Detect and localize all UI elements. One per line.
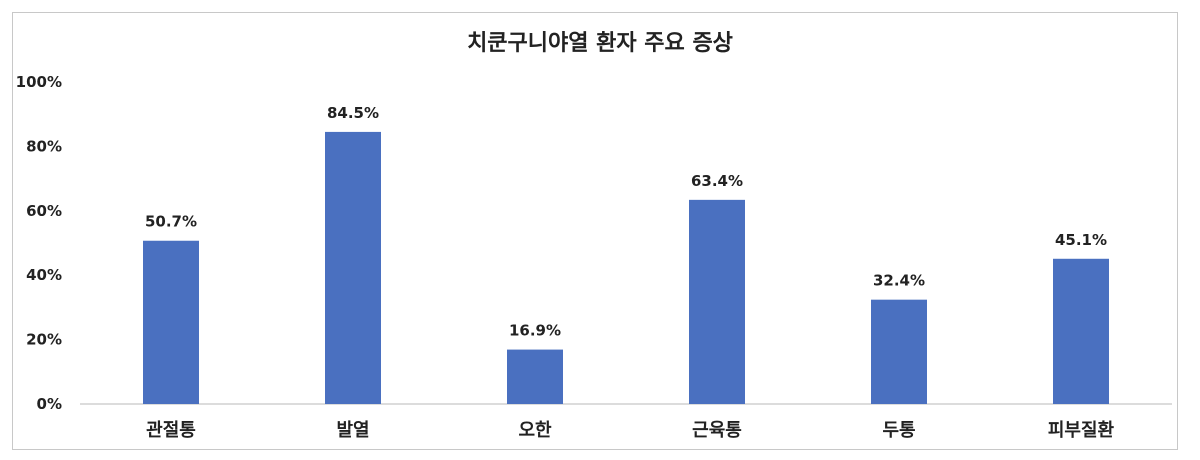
x-category-label: 관절통 [146,420,196,441]
bar-4 [689,199,745,404]
x-axis: 관절통 발열 오한 근육통 두통 피부질환 [146,419,1114,441]
data-label: 16.9% [509,322,561,340]
y-tick-label: 60% [26,202,62,220]
chart-title: 치쿤구니야열 환자 주요 증상 [467,31,733,56]
y-tick-label: 80% [26,137,62,155]
bars-group [143,131,1109,404]
data-labels-group: 50.7% 84.5% 16.9% 63.4% 32.4% 45.1% [145,104,1107,340]
x-category-label: 피부질환 [1048,419,1115,441]
bar-3 [507,349,563,404]
x-category-label: 두통 [882,420,915,441]
data-label: 84.5% [327,104,379,122]
data-label: 63.4% [691,172,743,190]
x-category-label: 근육통 [692,420,742,441]
data-label: 45.1% [1055,231,1107,249]
x-category-label: 오한 [518,420,552,441]
bar-5 [871,299,927,404]
bar-6 [1053,258,1109,404]
y-tick-label: 20% [26,331,62,349]
x-category-label: 발열 [336,420,369,441]
bar-1 [143,240,199,404]
y-tick-label: 100% [16,73,62,91]
y-tick-label: 0% [37,395,62,413]
chart-frame [12,12,1178,450]
data-label: 32.4% [873,272,925,290]
y-axis: 0% 20% 40% 60% 80% 100% [16,73,62,413]
y-tick-label: 40% [26,266,62,284]
data-label: 50.7% [145,213,197,231]
bar-2 [325,131,381,404]
